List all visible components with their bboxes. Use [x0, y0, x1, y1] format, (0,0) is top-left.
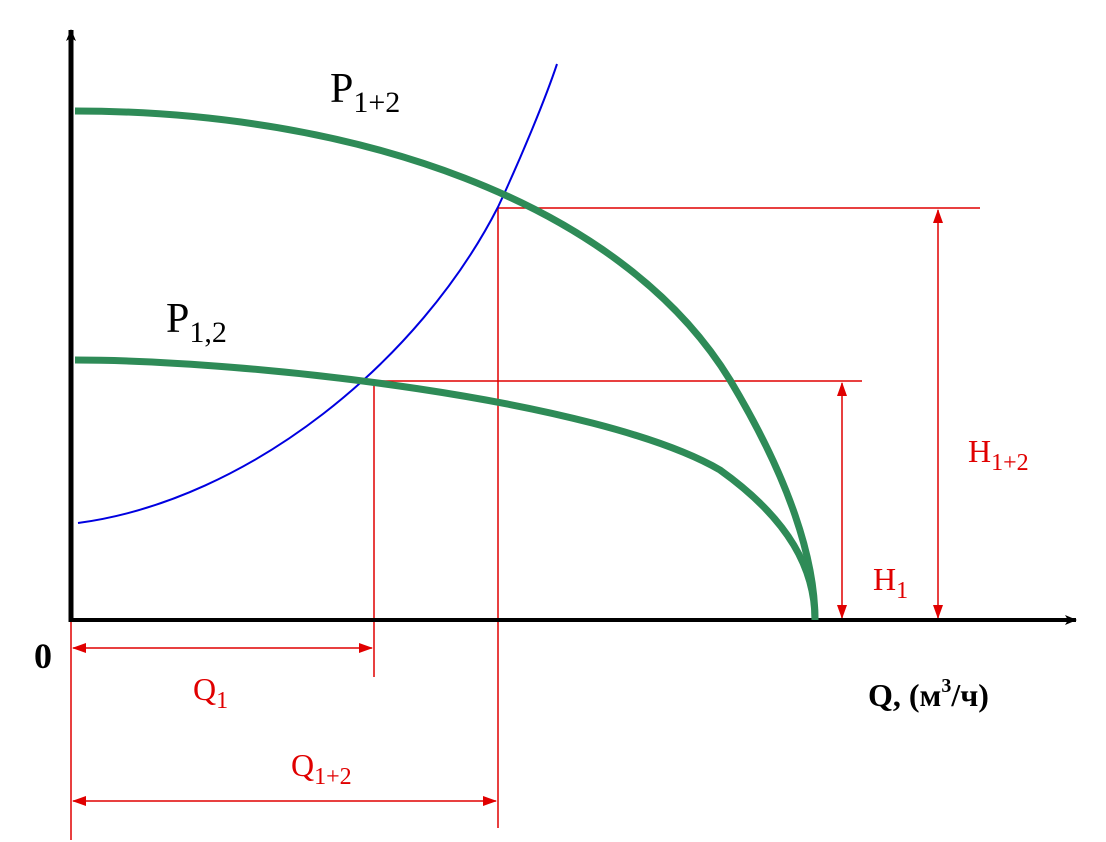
label-base: P	[166, 296, 189, 342]
flow-label: Q1	[193, 671, 228, 714]
head-label: H1+2	[968, 433, 1029, 476]
head-label: H1	[873, 561, 908, 604]
label-sub: 1	[216, 688, 228, 714]
system-curve	[77, 63, 558, 524]
pump-curve-single	[74, 356, 819, 621]
label-sub: 1,2	[189, 316, 227, 349]
label-sup: 3	[941, 675, 951, 697]
label-base: H	[873, 561, 896, 597]
label-part: Q, (м	[868, 677, 941, 713]
label-sub: 1+2	[991, 450, 1029, 476]
curve-label: P1+2	[330, 66, 400, 119]
label-base: P	[330, 66, 353, 112]
label-sub: 1+2	[353, 86, 400, 119]
label-sub: 1	[896, 578, 908, 604]
x-axis-label: Q, (м3/ч)	[868, 675, 989, 713]
label-base: Q	[193, 671, 216, 707]
flow-label: Q1+2	[291, 747, 352, 790]
label-base: H	[968, 433, 991, 469]
label-part: /ч)	[950, 677, 989, 713]
label-base: Q	[291, 747, 314, 783]
origin-label: 0	[34, 636, 52, 676]
guides	[70, 207, 980, 840]
label-sub: 1+2	[314, 764, 352, 790]
curve-label: P1,2	[166, 296, 227, 349]
pump-curve-sum	[74, 107, 819, 621]
